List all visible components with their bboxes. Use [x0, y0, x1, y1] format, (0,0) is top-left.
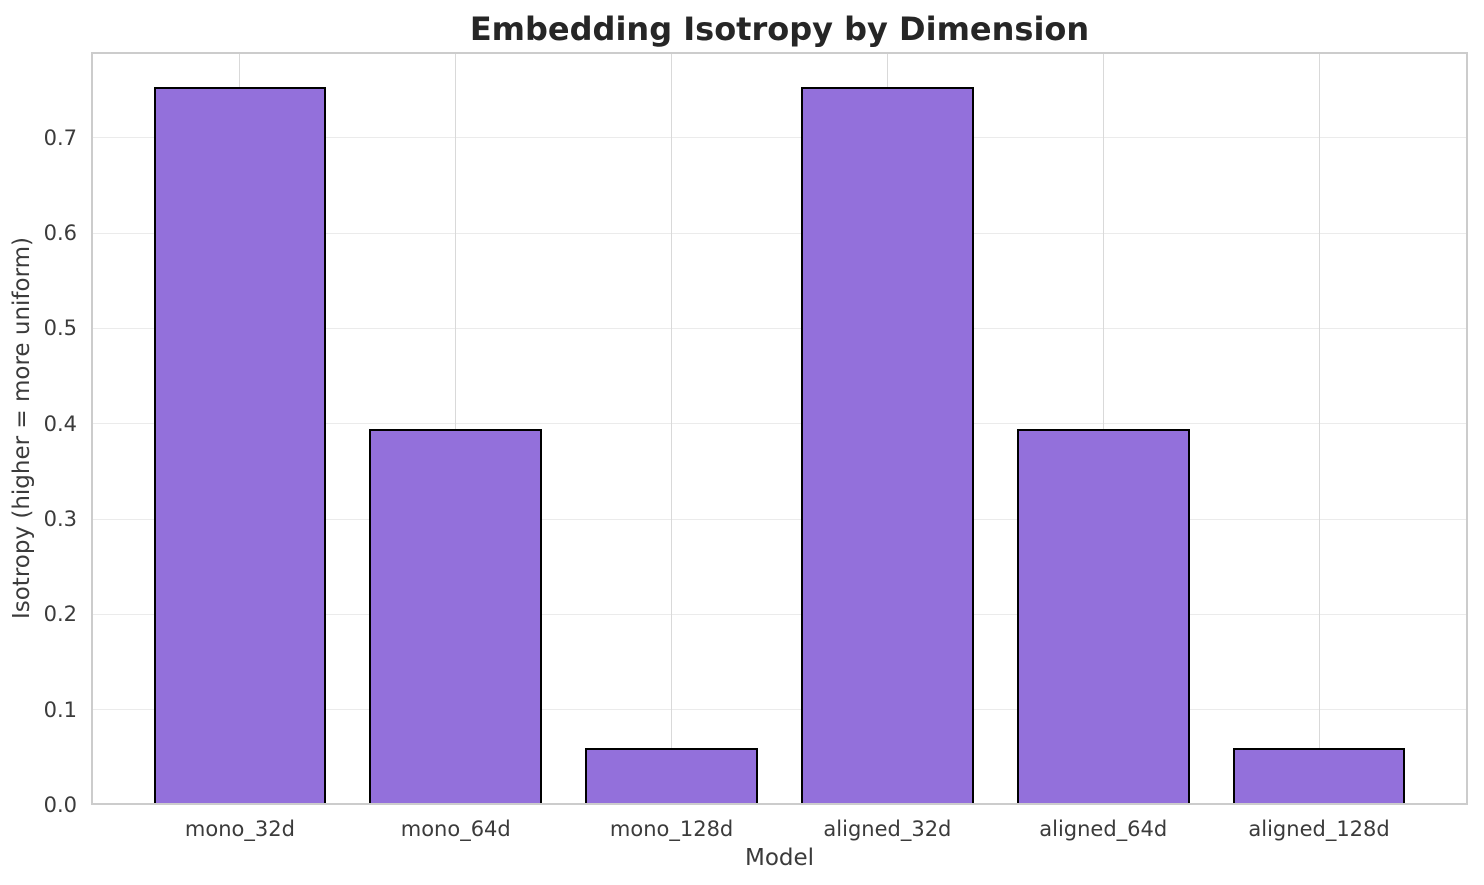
- x-tick-label: mono_64d: [400, 817, 511, 841]
- x-axis-label: Model: [744, 845, 815, 871]
- y-tick-label: 0.2: [43, 602, 77, 627]
- x-tick-label: aligned_64d: [1039, 817, 1168, 841]
- gridline-h: [91, 232, 1468, 234]
- bar-aligned_128d: [1232, 747, 1406, 805]
- gridline-v: [671, 52, 673, 805]
- spine-right: [1466, 52, 1468, 805]
- gridline-h: [91, 613, 1468, 615]
- gridline-h: [91, 709, 1468, 711]
- y-tick-label: 0.4: [43, 411, 77, 436]
- x-tick-label: aligned_128d: [1248, 817, 1390, 841]
- bar-mono_128d: [585, 747, 758, 805]
- bar-aligned_32d: [801, 87, 974, 805]
- y-tick-label: 0.6: [43, 221, 77, 246]
- spine-top: [91, 52, 1468, 54]
- gridline-h: [91, 327, 1468, 329]
- y-tick-label: 0.7: [43, 125, 77, 150]
- x-tick-label: mono_128d: [609, 817, 734, 841]
- bar-mono_32d: [153, 87, 327, 805]
- bar-aligned_64d: [1016, 429, 1190, 805]
- gridline-h: [91, 518, 1468, 520]
- y-axis-line: [91, 52, 93, 805]
- bar-mono_64d: [369, 429, 543, 805]
- gridline-v: [1102, 52, 1104, 805]
- x-tick-label: mono_32d: [184, 817, 295, 841]
- gridline-h: [91, 137, 1468, 139]
- gridline-h: [91, 423, 1468, 425]
- y-tick-label: 0.0: [43, 793, 77, 817]
- plot-area: [91, 52, 1468, 805]
- y-tick-label: 0.3: [43, 507, 77, 532]
- gridline-v: [1318, 52, 1320, 805]
- x-axis-line: [91, 803, 1468, 805]
- chart-title: Embedding Isotropy by Dimension: [469, 10, 1090, 48]
- y-tick-label: 0.1: [43, 697, 77, 722]
- y-tick-label: 0.5: [43, 316, 77, 341]
- x-tick-label: aligned_32d: [823, 817, 952, 841]
- gridline-v: [455, 52, 457, 805]
